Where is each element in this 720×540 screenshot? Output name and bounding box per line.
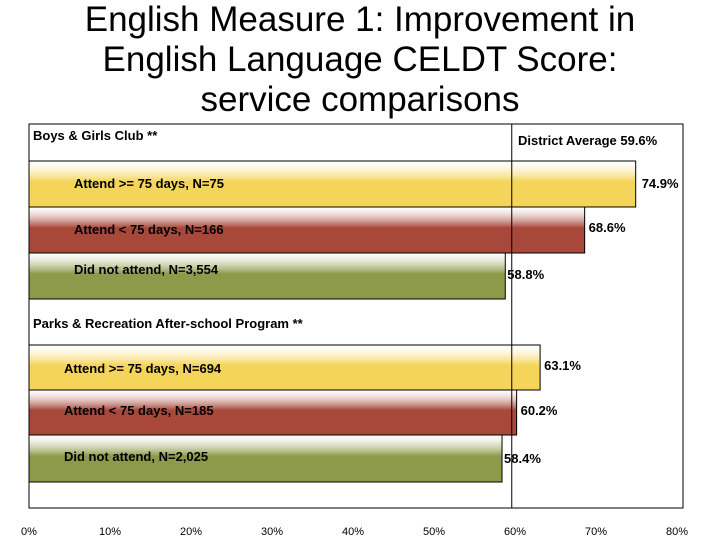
bar-value-label: 63.1% [544, 358, 581, 373]
bar-value-label: 58.4% [504, 451, 541, 466]
bar-label: Attend < 75 days, N=166 [74, 222, 224, 237]
bar-value-label: 74.9% [642, 176, 679, 191]
bar-value-label: 60.2% [521, 403, 558, 418]
x-tick-label: 0% [21, 526, 37, 538]
bar-label: Did not attend, N=2,025 [64, 449, 208, 464]
group-header-label: Parks & Recreation After-school Program … [33, 316, 304, 331]
bar-value-label: 68.6% [589, 220, 626, 235]
chart-title-line-3: service comparisons [200, 80, 520, 119]
x-tick-label: 60% [504, 526, 526, 538]
plot-frame [28, 123, 684, 509]
x-tick-label: 10% [99, 526, 121, 538]
x-tick-label: 50% [423, 526, 445, 538]
bar-value-label: 58.8% [507, 267, 544, 282]
bar [28, 206, 586, 254]
bar [28, 389, 518, 436]
chart-title-line-2: English Language CELDT Score: [102, 40, 618, 79]
x-tick-label: 20% [180, 526, 202, 538]
bar-label: Attend >= 75 days, N=75 [74, 176, 224, 191]
bar [28, 252, 506, 300]
chart-title: English Measure 1: Improvement in Englis… [0, 0, 720, 120]
x-tick-label: 30% [261, 526, 283, 538]
x-tick-label: 70% [585, 526, 607, 538]
district-average-label: District Average 59.6% [518, 133, 658, 148]
group-header-label: Boys & Girls Club ** [33, 128, 158, 143]
bar-label: Attend < 75 days, N=185 [64, 403, 214, 418]
x-tick-label: 40% [342, 526, 364, 538]
bar [28, 434, 503, 483]
bar [28, 344, 541, 391]
x-tick-label: 80% [666, 526, 688, 538]
bar-label: Attend >= 75 days, N=694 [64, 361, 222, 376]
chart-title-line-1: English Measure 1: Improvement in [84, 0, 636, 39]
bar [28, 160, 637, 208]
bar-label: Did not attend, N=3,554 [74, 262, 219, 277]
